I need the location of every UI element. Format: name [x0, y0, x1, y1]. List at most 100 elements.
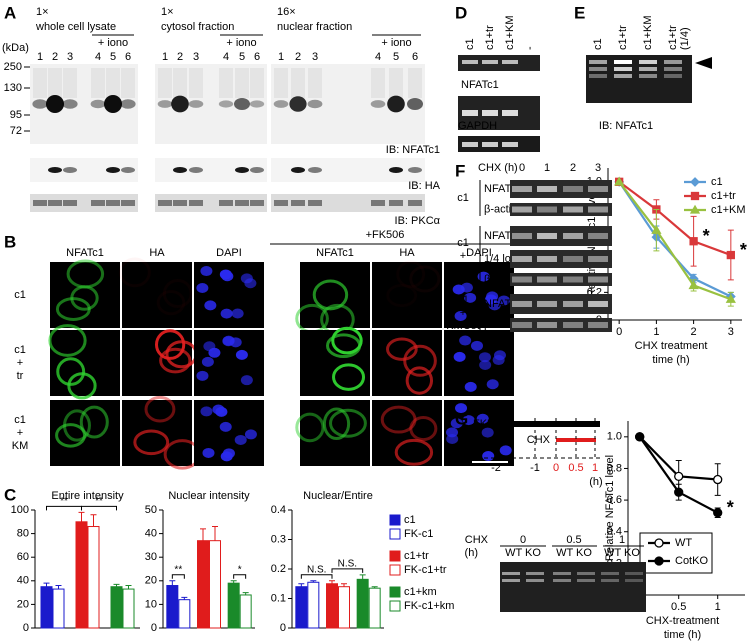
smear — [291, 68, 305, 98]
error-bar — [298, 583, 305, 587]
legend-box — [639, 532, 713, 574]
nucleus — [476, 413, 489, 424]
panel-label: F — [455, 161, 465, 180]
band — [601, 579, 619, 582]
lane-label: c1 — [464, 38, 476, 50]
y-tick-label: 0.3 — [271, 533, 286, 545]
point — [651, 224, 662, 234]
x-axis-label: time (h) — [664, 629, 701, 641]
band — [308, 167, 322, 173]
error-bar — [212, 526, 218, 541]
band — [482, 110, 498, 116]
sig-bracket — [300, 574, 333, 579]
chart-title: Nuclear intensity — [168, 490, 250, 502]
nucleus — [499, 445, 512, 456]
nucleus — [470, 340, 483, 351]
time-label: 3 — [595, 162, 601, 174]
band — [235, 167, 249, 173]
error-bar — [181, 596, 188, 600]
mw-marker: 130 — [4, 82, 22, 94]
x-tick-label: 2 — [691, 326, 697, 338]
y-tick-label: 1.0 — [607, 431, 622, 443]
band — [639, 60, 657, 64]
column-header: HA — [399, 247, 415, 259]
lane-number: 6 — [412, 51, 418, 63]
blot — [510, 294, 612, 314]
error-bar — [169, 580, 176, 586]
error-bar — [90, 514, 97, 527]
error-bar — [230, 580, 237, 584]
row-label: tr — [17, 370, 24, 382]
sig-label: * — [740, 240, 747, 260]
error-bar — [242, 592, 249, 595]
band — [389, 167, 403, 173]
y-tick-label: 80 — [17, 528, 29, 540]
nucleus — [459, 335, 472, 346]
band — [462, 110, 478, 116]
time-label: 1 — [544, 162, 550, 174]
smear — [235, 68, 249, 98]
band — [482, 142, 498, 147]
band — [32, 99, 48, 109]
y-tick-label: 0.8 — [607, 462, 622, 474]
band — [589, 74, 607, 78]
nucleus — [200, 406, 213, 417]
group-label: c1 — [457, 237, 469, 249]
bar — [87, 526, 100, 629]
time-label: 2 — [570, 162, 576, 174]
nucleus — [240, 273, 253, 284]
band — [553, 579, 571, 582]
cell — [405, 366, 434, 395]
group-label: c1 — [457, 192, 469, 204]
chx-label: CHX — [527, 434, 551, 446]
legend-label: FK-c1 — [404, 528, 433, 540]
error-bar — [78, 511, 85, 522]
cell — [118, 257, 151, 288]
band — [462, 142, 478, 147]
legend-swatch — [389, 600, 401, 612]
y-tick-label: 20 — [145, 575, 157, 587]
error-bar — [371, 586, 378, 589]
row-label: + — [17, 357, 23, 369]
error-bar — [55, 585, 62, 590]
band — [249, 100, 265, 108]
point — [689, 237, 698, 246]
band — [512, 301, 532, 307]
cell — [55, 423, 87, 448]
band — [512, 233, 532, 239]
micrograph — [372, 262, 442, 328]
row-label: GAPDH — [458, 120, 497, 132]
lane-label: c1+KM — [642, 15, 654, 50]
nucleus — [446, 433, 459, 444]
y-tick-label: 0.1 — [271, 592, 286, 604]
y-tick-label: 0.4 — [607, 526, 622, 538]
band — [512, 256, 532, 262]
lane-number: 5 — [110, 51, 116, 63]
nucleus — [240, 375, 253, 386]
cell — [48, 324, 87, 357]
lane-number: 1 — [278, 51, 284, 63]
sig-label: N.S. — [307, 564, 326, 575]
cell — [409, 416, 438, 442]
band — [48, 167, 62, 173]
nucleus — [453, 351, 466, 362]
nucleus — [200, 266, 213, 277]
point — [674, 471, 684, 482]
y-tick-label: 30 — [145, 551, 157, 563]
band — [502, 142, 518, 147]
series-line — [618, 180, 732, 257]
row-label: c1 — [14, 344, 26, 356]
cell — [55, 297, 91, 321]
y-tick-label: 40 — [17, 575, 29, 587]
unit-label: (h) — [465, 547, 478, 559]
chx-label: CHX — [465, 534, 489, 546]
timeline-label: 1 — [592, 462, 598, 474]
lane-number: 2 — [52, 51, 58, 63]
nucleus — [220, 308, 233, 319]
nucleus — [196, 370, 209, 381]
smear — [48, 68, 62, 98]
lane-number: 3 — [312, 51, 318, 63]
cell — [380, 405, 417, 434]
band — [588, 301, 608, 307]
